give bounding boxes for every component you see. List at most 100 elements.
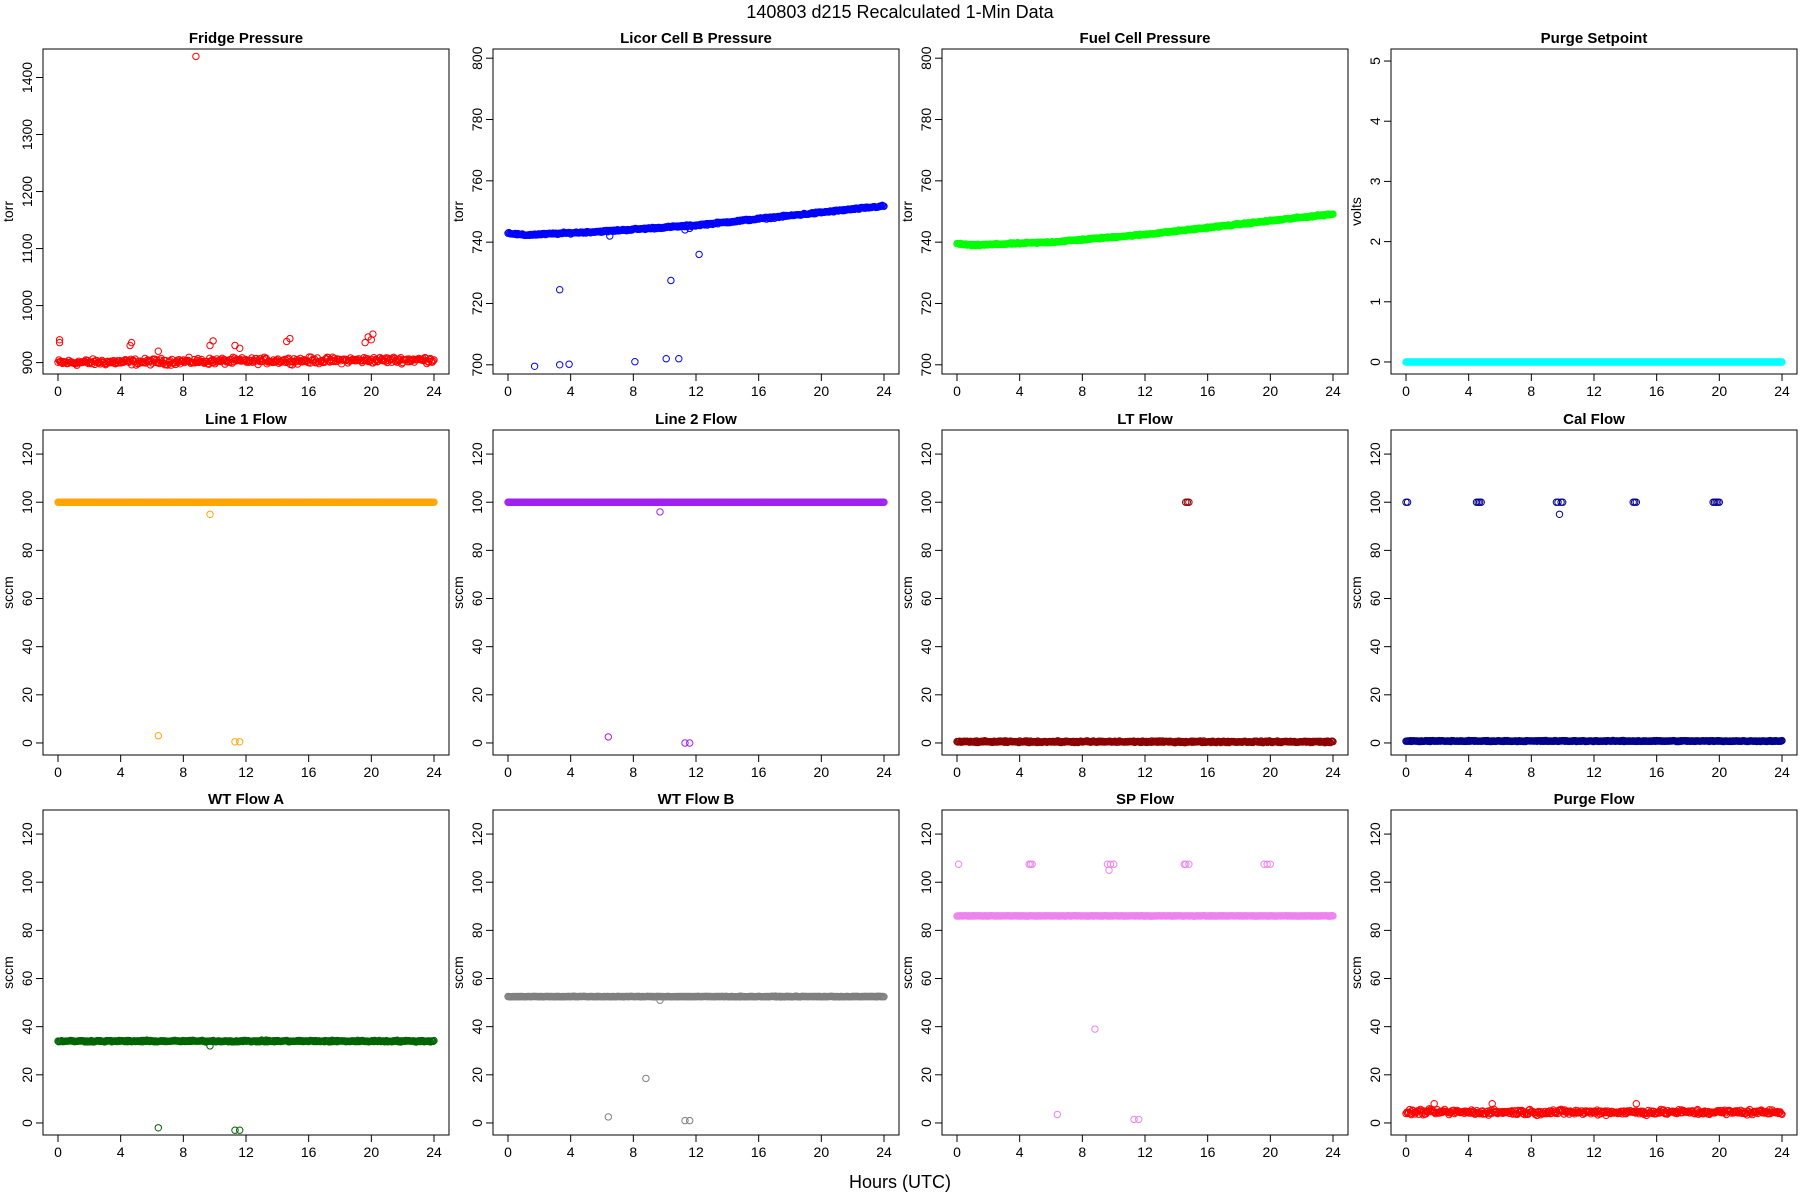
line-2-flow-outlier-point <box>656 508 664 516</box>
purge-setpoint-plot-frame <box>1390 48 1798 375</box>
fuel-cell-pressure-title: Fuel Cell Pressure <box>1080 30 1211 47</box>
fuel-cell-pressure-y-tick-label: 780 <box>918 108 934 132</box>
sp-flow-plot-frame <box>941 809 1349 1136</box>
line-1-flow-outlier-point <box>231 738 239 746</box>
sp-flow-x-tick-label: 0 <box>953 1144 961 1160</box>
lt-flow-x-tick-label: 8 <box>1078 764 1086 780</box>
purge-setpoint-x-tick-label: 0 <box>1402 383 1410 399</box>
line-2-flow-y-tick-label: 0 <box>469 739 485 747</box>
licor-cell-b-pressure-x-tick-label: 16 <box>751 383 767 399</box>
wt-flow-a-y-tick-label: 120 <box>19 822 35 846</box>
cal-flow-x-tick-label: 8 <box>1527 764 1535 780</box>
fridge-pressure-outlier-point <box>127 338 136 347</box>
fridge-pressure-point <box>428 358 436 366</box>
cal-flow-x-tick-label: 24 <box>1774 764 1790 780</box>
sp-flow-y-tick-label: 0 <box>918 1119 934 1127</box>
wt-flow-b-x-tick-label: 4 <box>567 1144 575 1160</box>
licor-cell-b-pressure-outlier-point <box>675 355 683 363</box>
purge-setpoint-y-axis-label: volts <box>1348 197 1364 226</box>
wt-flow-b-y-tick-label: 60 <box>469 971 485 987</box>
wt-flow-b-outlier-point <box>686 1116 694 1125</box>
licor-cell-b-pressure-y-tick-label: 740 <box>469 230 485 254</box>
fridge-pressure-point <box>354 356 362 365</box>
fridge-pressure-outlier-point <box>192 52 200 61</box>
line-2-flow-point <box>880 498 888 506</box>
purge-setpoint-x-tick-label: 20 <box>1712 383 1728 399</box>
wt-flow-a-x-tick-label: 16 <box>301 1144 317 1160</box>
sp-flow-x-tick-label: 16 <box>1200 1144 1216 1160</box>
cal-flow-plot-frame <box>1390 429 1798 756</box>
licor-cell-b-pressure-point <box>880 202 888 211</box>
fridge-pressure-x-tick-label: 16 <box>301 383 317 399</box>
sp-flow-y-tick-label: 80 <box>918 922 934 938</box>
sp-flow-y-axis-label: sccm <box>899 956 915 989</box>
line-1-flow-x-tick-label: 16 <box>301 764 317 780</box>
fridge-pressure-points <box>54 52 438 369</box>
fridge-pressure-x-tick-label: 8 <box>179 383 187 399</box>
licor-cell-b-pressure-x-tick-label: 20 <box>814 383 830 399</box>
wt-flow-a-x-tick-label: 8 <box>179 1144 187 1160</box>
purge-setpoint-y-tick-label: 2 <box>1367 237 1383 245</box>
line-2-flow-y-tick-label: 40 <box>469 639 485 655</box>
fridge-pressure-outlier-point <box>286 334 294 343</box>
wt-flow-b-x-tick-label: 0 <box>504 1144 512 1160</box>
wt-flow-a-x-tick-label: 24 <box>426 1144 442 1160</box>
cal-flow-title: Cal Flow <box>1563 411 1625 428</box>
wt-flow-a-x-tick-label: 0 <box>54 1144 62 1160</box>
line-2-flow-y-tick-label: 80 <box>469 542 485 558</box>
fridge-pressure-x-tick-label: 12 <box>238 383 254 399</box>
sp-flow-x-tick-label: 8 <box>1078 1144 1086 1160</box>
line-2-flow-x-tick-label: 24 <box>876 764 892 780</box>
fuel-cell-pressure-x-tick-label: 8 <box>1078 383 1086 399</box>
lt-flow-y-tick-label: 0 <box>918 739 934 747</box>
wt-flow-a-plot-frame <box>42 809 450 1136</box>
fridge-pressure-y-tick-label: 1200 <box>19 176 35 207</box>
wt-flow-a-outlier-point <box>236 1126 244 1134</box>
sp-flow-y-tick-label: 100 <box>918 870 934 894</box>
licor-cell-b-pressure-x-tick-label: 8 <box>629 383 637 399</box>
wt-flow-b-x-tick-label: 12 <box>688 1144 704 1160</box>
fuel-cell-pressure-x-tick-label: 24 <box>1325 383 1341 399</box>
sp-flow-x-tick-label: 24 <box>1325 1144 1341 1160</box>
fridge-pressure-plot-frame <box>42 48 450 375</box>
line-1-flow-x-tick-label: 4 <box>117 764 125 780</box>
wt-flow-a-y-tick-label: 20 <box>19 1067 35 1083</box>
licor-cell-b-pressure-y-axis-label: torr <box>450 201 466 222</box>
fridge-pressure-outlier-point <box>154 347 163 355</box>
wt-flow-b-y-tick-label: 20 <box>469 1067 485 1083</box>
wt-flow-a-y-tick-label: 100 <box>19 870 35 894</box>
fridge-pressure-point <box>126 357 134 365</box>
wt-flow-b-points <box>504 992 888 1125</box>
purge-setpoint-y-tick-label: 3 <box>1367 177 1383 185</box>
wt-flow-a-title: WT Flow A <box>208 791 284 808</box>
line-2-flow-y-tick-label: 20 <box>469 687 485 703</box>
licor-cell-b-pressure-y-tick-label: 800 <box>469 46 485 70</box>
line-1-flow-outlier-point <box>206 510 214 518</box>
fridge-pressure-point <box>267 358 276 366</box>
cal-flow-y-tick-label: 20 <box>1367 687 1383 703</box>
line-2-flow-x-tick-label: 20 <box>814 764 830 780</box>
cal-flow-x-tick-label: 20 <box>1712 764 1728 780</box>
wt-flow-b-y-axis-label: sccm <box>450 956 466 989</box>
line-1-flow-x-tick-label: 24 <box>426 764 442 780</box>
wt-flow-a-x-tick-label: 20 <box>364 1144 380 1160</box>
line-1-flow-y-tick-label: 60 <box>19 591 35 607</box>
fridge-pressure-point <box>57 357 65 365</box>
line-1-flow-outlier-point <box>236 738 244 746</box>
fridge-pressure-y-tick-label: 1000 <box>19 290 35 321</box>
licor-cell-b-pressure-outlier-point <box>606 232 614 240</box>
fridge-pressure-outlier-point <box>361 338 369 347</box>
wt-flow-b-x-tick-label: 24 <box>876 1144 892 1160</box>
cal-flow-points <box>1402 498 1786 746</box>
licor-cell-b-pressure-x-tick-label: 4 <box>567 383 575 399</box>
sp-flow-title: SP Flow <box>1116 791 1174 808</box>
lt-flow-y-tick-label: 80 <box>918 542 934 558</box>
wt-flow-b-plot-frame <box>492 809 900 1136</box>
cal-flow-y-tick-label: 100 <box>1367 490 1383 514</box>
fridge-pressure-y-tick-label: 1400 <box>19 62 35 93</box>
lt-flow-x-tick-label: 4 <box>1016 764 1024 780</box>
